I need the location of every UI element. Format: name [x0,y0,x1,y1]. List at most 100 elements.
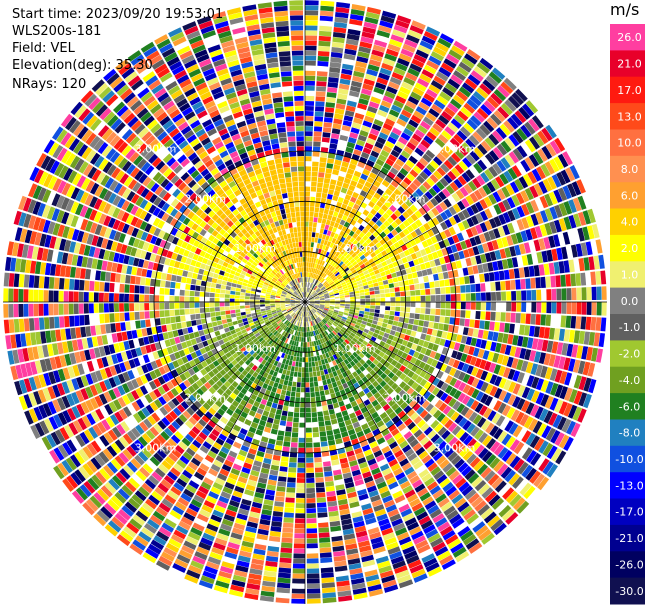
ray-bin [354,324,360,329]
ray-bin [472,414,482,425]
ray-bin [396,326,402,333]
ray-bin [407,324,413,330]
ray-bin [318,35,331,42]
ray-bin [586,346,593,361]
ray-bin [373,192,381,200]
ray-bin [220,315,227,320]
ray-bin [514,244,521,256]
ray-bin [483,100,496,113]
ray-bin [494,322,500,332]
ray-bin [435,71,449,82]
ray-bin [497,85,510,98]
ray-bin [305,292,307,297]
ray-bin [463,122,475,134]
ray-bin [424,314,430,321]
ray-bin [444,126,456,137]
ray-bin [326,163,334,169]
ray-bin [403,317,410,324]
ray-bin [114,303,119,312]
ray-bin [540,163,551,177]
ray-bin [333,190,340,197]
ray-bin [538,238,546,251]
ray-bin [412,165,422,174]
ray-bin [424,282,430,289]
ray-bin [306,543,318,549]
ray-bin [369,271,375,277]
ray-bin [461,363,470,373]
ray-bin [277,582,291,589]
ray-bin [109,303,114,313]
ray-bin [317,310,322,314]
ray-bin [507,210,516,222]
ray-bin [341,326,347,332]
ray-bin [464,239,472,248]
ray-bin [489,321,495,331]
ray-bin [472,91,486,103]
ray-bin [300,402,305,408]
ray-bin [478,187,488,198]
ray-bin [570,422,581,438]
ray-bin [397,206,406,214]
ray-bin [354,293,360,297]
ray-bin [326,230,332,236]
ray-bin [461,57,475,69]
ray-bin [436,249,444,258]
ray-bin [541,425,552,439]
ray-bin [548,191,558,205]
ray-bin [362,120,373,128]
ray-bin [525,100,539,114]
ray-bin [315,477,324,483]
ray-bin [326,277,331,282]
ray-bin [317,276,322,281]
ray-bin [525,402,535,415]
ray-bin [314,121,323,127]
ray-bin [554,204,563,218]
ray-bin [306,272,308,277]
ray-bin [582,226,590,241]
ray-bin [234,302,240,306]
ray-bin [454,277,460,286]
ray-bin [585,241,593,256]
ray-bin [495,127,507,140]
ray-bin [436,95,449,106]
ray-bin [441,264,448,272]
ray-bin [354,307,360,311]
ray-bin [322,597,337,604]
ray-bin [240,305,245,309]
ray-bin [344,194,352,201]
ray-bin [484,372,493,383]
ray-bin [497,430,508,443]
ray-bin [260,304,265,307]
ray-bin [418,101,430,112]
ray-bin [337,266,342,272]
ray-bin [93,303,99,313]
ray-bin [398,113,410,123]
ray-bin [350,304,355,307]
ray-bin [323,282,329,286]
ray-bin [295,508,305,514]
ray-bin [422,231,430,240]
ray-bin [473,147,484,159]
ray-bin [325,300,330,302]
ray-bin [312,427,319,433]
ray-bin [408,247,415,255]
ray-bin [305,45,317,51]
ray-bin [358,272,365,277]
ray-bin [275,491,285,497]
ray-bin [406,207,414,216]
ray-bin [124,312,130,321]
ray-bin [513,441,525,455]
ray-bin [329,515,340,522]
ray-bin [553,189,563,203]
ray-bin [383,314,390,320]
ray-bin [320,286,325,291]
ray-bin [368,339,375,346]
ray-bin [323,293,329,296]
ray-bin [409,182,418,191]
ray-bin [305,60,316,66]
ray-bin [306,528,318,534]
ray-bin [415,307,421,314]
ray-bin [482,350,490,360]
ray-bin [423,222,431,231]
ray-bin [316,502,327,508]
